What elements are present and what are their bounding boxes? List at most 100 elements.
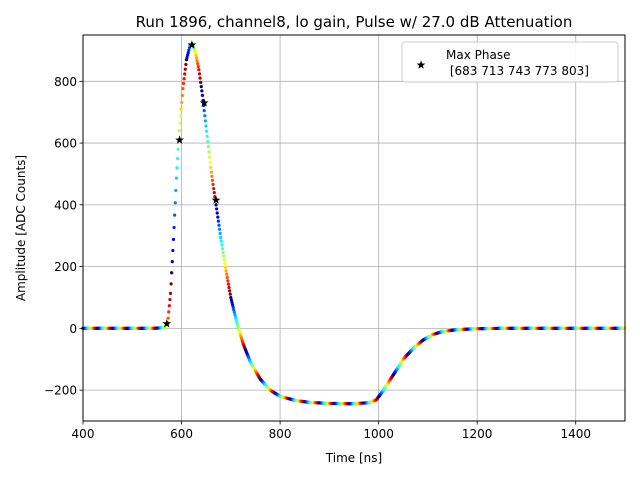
waveform-point	[196, 62, 200, 66]
waveform-point	[166, 316, 170, 320]
y-tick-label: 600	[54, 137, 77, 151]
waveform-point	[231, 305, 235, 309]
waveform-point	[214, 203, 218, 207]
legend-label-line1: Max Phase	[446, 48, 510, 62]
max-phase-marker	[162, 319, 172, 328]
x-tick-label: 600	[170, 427, 193, 441]
waveform-point	[199, 85, 203, 89]
max-phase-marker	[187, 40, 197, 49]
waveform-point	[177, 129, 181, 133]
waveform-point	[171, 237, 176, 242]
waveform-point	[176, 147, 180, 151]
waveform-point	[180, 93, 184, 98]
max-phase-series	[162, 40, 221, 328]
waveform-point	[216, 219, 220, 223]
waveform-point	[222, 258, 226, 262]
waveform-point	[180, 100, 184, 105]
waveform-point	[215, 211, 219, 215]
waveform-point	[167, 304, 171, 308]
waveform-point	[195, 59, 199, 63]
y-axis: −200 0 200 400 600 800	[44, 75, 83, 398]
waveform-point	[221, 250, 225, 254]
waveform-point	[197, 68, 201, 72]
waveform-point	[171, 248, 175, 253]
waveform-point	[199, 80, 203, 84]
waveform-point	[175, 166, 179, 170]
waveform-point	[203, 114, 207, 118]
x-tick-label: 1400	[560, 427, 591, 441]
waveform-point	[223, 265, 228, 269]
waveform-point	[223, 261, 227, 266]
waveform-point	[204, 129, 209, 133]
waveform-point	[173, 201, 177, 205]
waveform-point	[234, 318, 238, 322]
waveform-point	[194, 56, 199, 60]
waveform-point	[196, 64, 200, 69]
max-phase-marker	[211, 195, 221, 204]
x-axis-label: Time [ns]	[325, 451, 382, 465]
waveform-point	[219, 235, 223, 240]
max-phase-marker	[199, 98, 209, 107]
waveform-point	[218, 231, 222, 235]
waveform-point	[200, 89, 204, 93]
waveform-point	[210, 174, 214, 178]
waveform-point	[178, 121, 182, 125]
waveform-point	[168, 291, 173, 295]
waveform-point	[181, 81, 186, 86]
waveform-point	[170, 271, 174, 275]
waveform-point	[204, 124, 208, 128]
waveform-point	[208, 160, 212, 164]
waveform-point	[176, 156, 180, 161]
waveform-point	[205, 134, 209, 138]
legend-star	[416, 60, 426, 69]
waveform-point	[217, 227, 222, 231]
y-tick-label: 200	[54, 260, 77, 274]
waveform-point	[183, 72, 187, 76]
waveform-point	[167, 310, 171, 314]
waveform-point	[169, 282, 173, 286]
waveform-point	[207, 150, 211, 154]
waveform-point	[168, 297, 172, 302]
waveform-point	[206, 145, 210, 149]
legend-star-marker	[416, 60, 426, 69]
legend-label-line2: [683 713 743 773 803]	[446, 64, 589, 78]
waveform-point	[198, 76, 202, 80]
waveform-point	[197, 72, 202, 76]
waveform-point	[224, 269, 228, 273]
waveform-point	[209, 165, 213, 170]
waveform-point	[210, 178, 215, 182]
waveform-point	[202, 109, 206, 113]
waveform-point	[172, 225, 176, 230]
waveform-point	[226, 282, 231, 286]
waveform-point	[217, 223, 221, 227]
grid	[82, 35, 625, 421]
waveform-point	[215, 207, 219, 211]
waveform-point	[232, 310, 236, 314]
waveform-point	[187, 48, 191, 52]
waveform-point	[182, 77, 186, 81]
waveform-point	[209, 170, 213, 174]
waveform-point	[219, 239, 223, 243]
waveform-point	[229, 298, 234, 302]
x-tick-label: 400	[72, 427, 95, 441]
waveform-point	[181, 87, 185, 91]
waveform-point	[174, 188, 178, 193]
y-tick-label: 400	[54, 198, 77, 212]
waveform-point	[211, 182, 215, 187]
chart-title: Run 1896, channel8, lo gain, Pulse w/ 27…	[136, 13, 573, 31]
waveform-point	[220, 243, 224, 247]
waveform-point	[178, 114, 183, 118]
waveform-point	[228, 289, 232, 293]
y-axis-label: Amplitude [ADC Counts]	[14, 155, 28, 301]
waveform-point	[206, 139, 210, 144]
waveform-point	[220, 247, 225, 251]
waveform-point	[229, 295, 233, 300]
waveform-point	[183, 67, 187, 71]
waveform-point	[179, 107, 183, 111]
waveform-point	[212, 191, 216, 195]
y-tick-label: 0	[69, 322, 77, 336]
waveform-point	[225, 272, 229, 276]
waveform-point	[227, 285, 231, 290]
